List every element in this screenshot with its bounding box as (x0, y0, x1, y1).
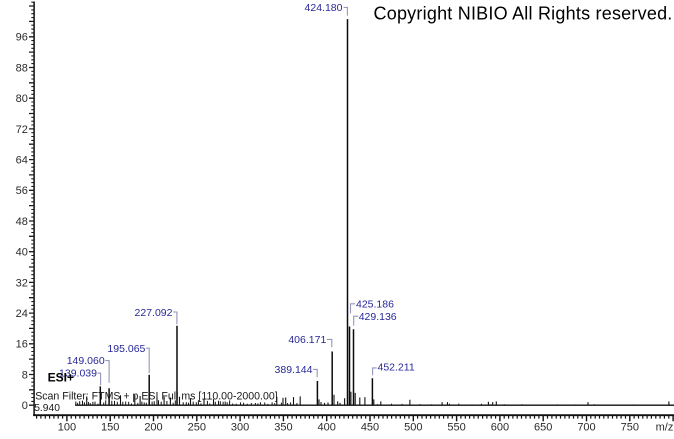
svg-text:500: 500 (404, 422, 422, 434)
svg-text:150: 150 (101, 422, 119, 434)
svg-text:64: 64 (16, 155, 28, 167)
svg-text:32: 32 (16, 277, 28, 289)
svg-text:200: 200 (144, 422, 162, 434)
svg-text:40: 40 (16, 247, 28, 259)
svg-text:56: 56 (16, 185, 28, 197)
svg-text:429.136: 429.136 (359, 311, 397, 323)
svg-text:100: 100 (58, 422, 76, 434)
svg-text:8: 8 (22, 369, 28, 381)
svg-text:227.092: 227.092 (135, 307, 173, 319)
svg-text:400: 400 (318, 422, 336, 434)
svg-text:195.065: 195.065 (107, 343, 145, 355)
svg-text:750: 750 (621, 422, 639, 434)
svg-text:550: 550 (447, 422, 465, 434)
svg-text:600: 600 (491, 422, 509, 434)
svg-text:72: 72 (16, 124, 28, 136)
svg-text:452.211: 452.211 (378, 362, 415, 374)
svg-text:Scan Filter: FTMS + p ESI Full: Scan Filter: FTMS + p ESI Full ms [110.0… (35, 390, 278, 402)
svg-text:m/z: m/z (656, 422, 674, 434)
svg-text:48: 48 (16, 216, 28, 228)
svg-text:450: 450 (361, 422, 379, 434)
svg-text:300: 300 (231, 422, 249, 434)
svg-text:16: 16 (16, 339, 28, 351)
svg-text:0: 0 (22, 400, 28, 412)
svg-text:80: 80 (16, 93, 28, 105)
svg-text:24: 24 (16, 308, 28, 320)
svg-text:250: 250 (188, 422, 206, 434)
svg-text:425.186: 425.186 (356, 298, 394, 310)
svg-text:700: 700 (577, 422, 595, 434)
svg-text:424.180: 424.180 (305, 2, 343, 14)
svg-text:350: 350 (274, 422, 292, 434)
svg-text:650: 650 (534, 422, 552, 434)
svg-text:88: 88 (16, 62, 28, 74)
svg-text:149.060: 149.060 (67, 355, 105, 367)
svg-text:ESI+: ESI+ (48, 371, 75, 385)
svg-text:139.039: 139.039 (59, 367, 97, 379)
svg-text:389.144: 389.144 (275, 364, 313, 376)
svg-text:5.940: 5.940 (34, 403, 60, 414)
svg-text:406.171: 406.171 (288, 334, 326, 346)
svg-text:96: 96 (16, 32, 28, 44)
svg-text:Copyright NIBIO All Rights res: Copyright NIBIO All Rights reserved. (374, 3, 673, 23)
